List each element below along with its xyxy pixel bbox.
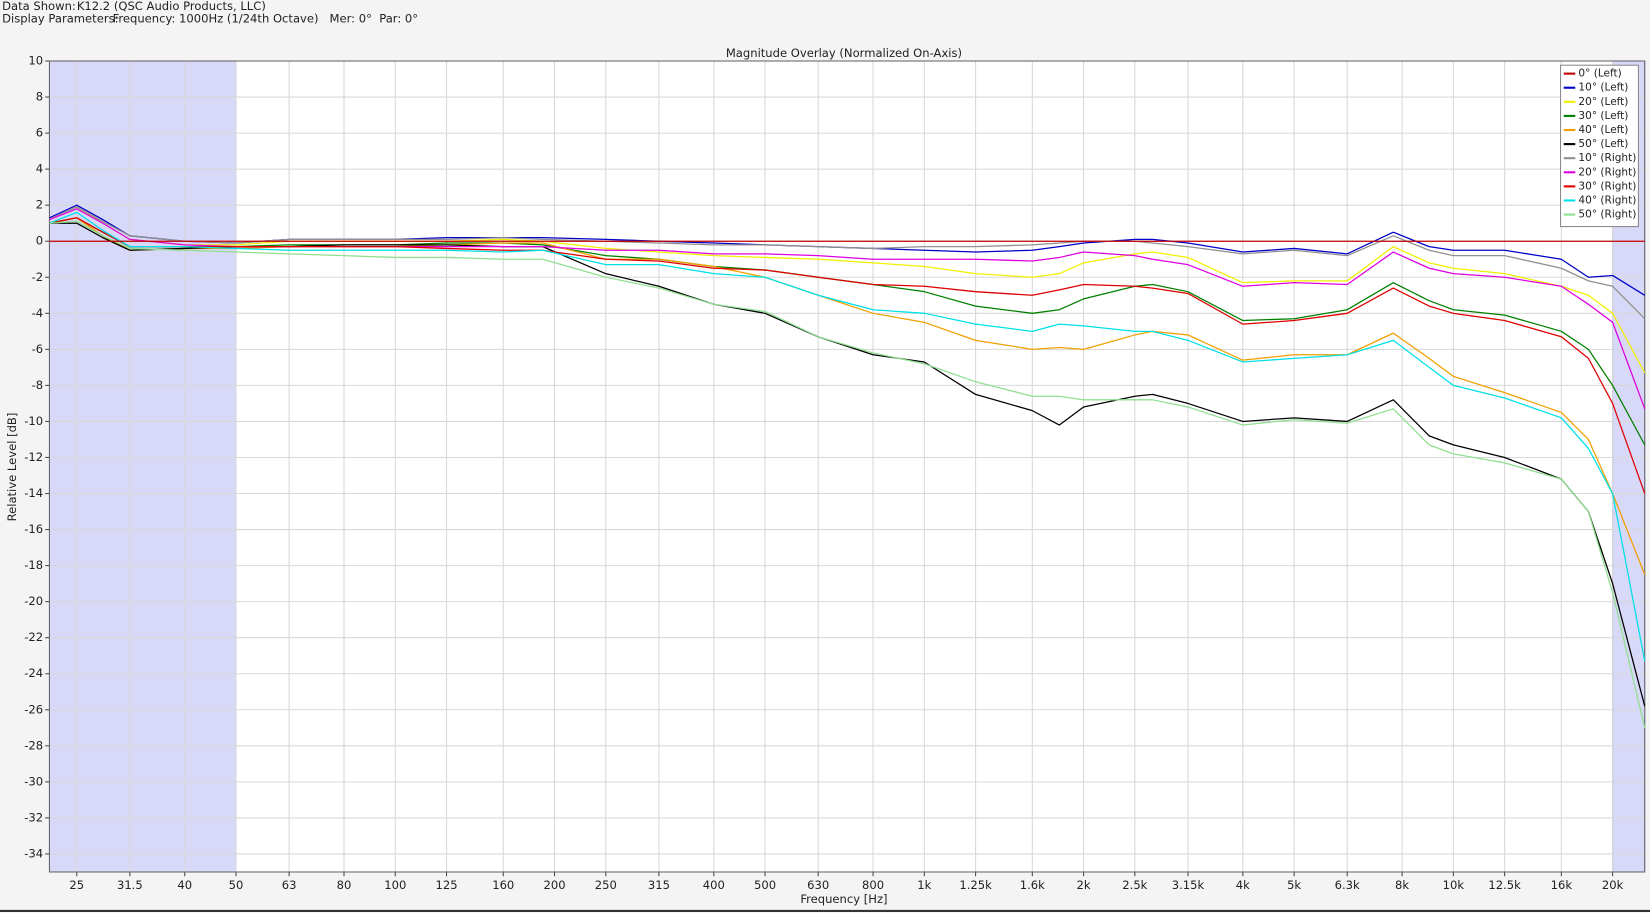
y-tick-label: -16 (24, 522, 43, 536)
x-tick-label: 50 (229, 878, 244, 892)
x-tick-label: 800 (862, 878, 884, 892)
x-tick-label: 1k (917, 878, 931, 892)
y-axis-label: Relative Level [dB] (5, 413, 19, 522)
series-line (49, 220, 1646, 728)
series-line (49, 206, 1646, 320)
legend-label: 20° (Left) (1578, 96, 1628, 108)
x-tick-label: 100 (384, 878, 406, 892)
y-tick-label: 4 (36, 162, 43, 176)
x-tick-label: 400 (703, 878, 725, 892)
x-tick-label: 200 (543, 878, 565, 892)
x-tick-label: 160 (492, 878, 514, 892)
legend-label: 0° (Left) (1578, 68, 1621, 80)
legend-label: 20° (Right) (1578, 166, 1636, 178)
y-tick-label: 2 (36, 198, 43, 212)
x-tick-label: 125 (435, 878, 457, 892)
y-tick-label: 0 (36, 234, 43, 248)
x-tick-label: 250 (595, 878, 617, 892)
shaded-range (48, 60, 237, 873)
x-axis-label: Frequency [Hz] (800, 892, 887, 906)
display-params: Frequency: 1000Hz (1/24th Octave) Mer: 0… (113, 11, 418, 25)
x-tick-label: 10k (1443, 878, 1465, 892)
x-tick-label: 6.3k (1335, 878, 1360, 892)
y-tick-label: -10 (24, 414, 43, 428)
y-tick-label: -34 (24, 846, 43, 860)
y-tick-label: -12 (24, 450, 43, 464)
legend-label: 30° (Left) (1578, 110, 1628, 122)
chart-title: Magnitude Overlay (Normalized On-Axis) (726, 46, 962, 60)
legend-label: 50° (Left) (1578, 138, 1628, 150)
x-tick-label: 63 (282, 878, 297, 892)
y-tick-label: -28 (24, 738, 43, 752)
x-tick-label: 1.25k (959, 878, 992, 892)
x-tick-label: 315 (648, 878, 670, 892)
display-label: Display Parameters: (2, 11, 118, 25)
y-tick-label: -18 (24, 558, 43, 572)
x-tick-label: 8k (1395, 878, 1409, 892)
y-tick-label: -24 (24, 666, 43, 680)
y-tick-label: -4 (32, 306, 44, 320)
data-shown: K12.2 (QSC Audio Products, LLC) (77, 0, 266, 13)
legend-label: 50° (Right) (1578, 209, 1636, 221)
y-tick-label: -14 (24, 486, 43, 500)
x-tick-label: 630 (807, 878, 829, 892)
x-tick-label: 16k (1551, 878, 1573, 892)
y-tick-label: -32 (24, 810, 43, 824)
legend-label: 40° (Left) (1578, 124, 1628, 136)
y-tick-label: 6 (36, 126, 43, 140)
series-line (49, 217, 1646, 494)
y-tick-label: -22 (24, 630, 43, 644)
x-tick-label: 31.5 (117, 878, 143, 892)
y-tick-label: -8 (32, 378, 44, 392)
x-tick-label: 25 (69, 878, 84, 892)
x-tick-label: 2k (1077, 878, 1091, 892)
legend-label: 30° (Right) (1578, 180, 1636, 192)
y-tick-label: -26 (24, 702, 43, 716)
y-tick-label: -2 (32, 270, 44, 284)
x-tick-label: 80 (337, 878, 352, 892)
plot-area (49, 61, 1645, 872)
x-tick-label: 2.5k (1122, 878, 1147, 892)
x-tick-label: 4k (1236, 878, 1250, 892)
x-tick-label: 3.15k (1172, 878, 1205, 892)
x-tick-label: 1.6k (1020, 878, 1045, 892)
data-shown-label: Data Shown: (2, 0, 76, 13)
x-tick-label: 5k (1287, 878, 1301, 892)
y-tick-label: -30 (24, 774, 43, 788)
legend-label: 40° (Right) (1578, 194, 1636, 206)
plot-border (48, 60, 1646, 873)
series-line (49, 217, 1646, 446)
legend-label: 10° (Left) (1578, 82, 1628, 94)
legend-label: 10° (Right) (1578, 152, 1636, 164)
y-tick-label: -20 (24, 594, 43, 608)
y-tick-label: 10 (28, 54, 43, 68)
series-line (49, 211, 1646, 662)
x-tick-label: 40 (177, 878, 192, 892)
x-tick-label: 12.5k (1488, 878, 1521, 892)
x-tick-label: 500 (754, 878, 776, 892)
x-tick-label: 20k (1602, 878, 1624, 892)
y-tick-label: 8 (36, 90, 43, 104)
y-tick-label: -6 (32, 342, 44, 356)
